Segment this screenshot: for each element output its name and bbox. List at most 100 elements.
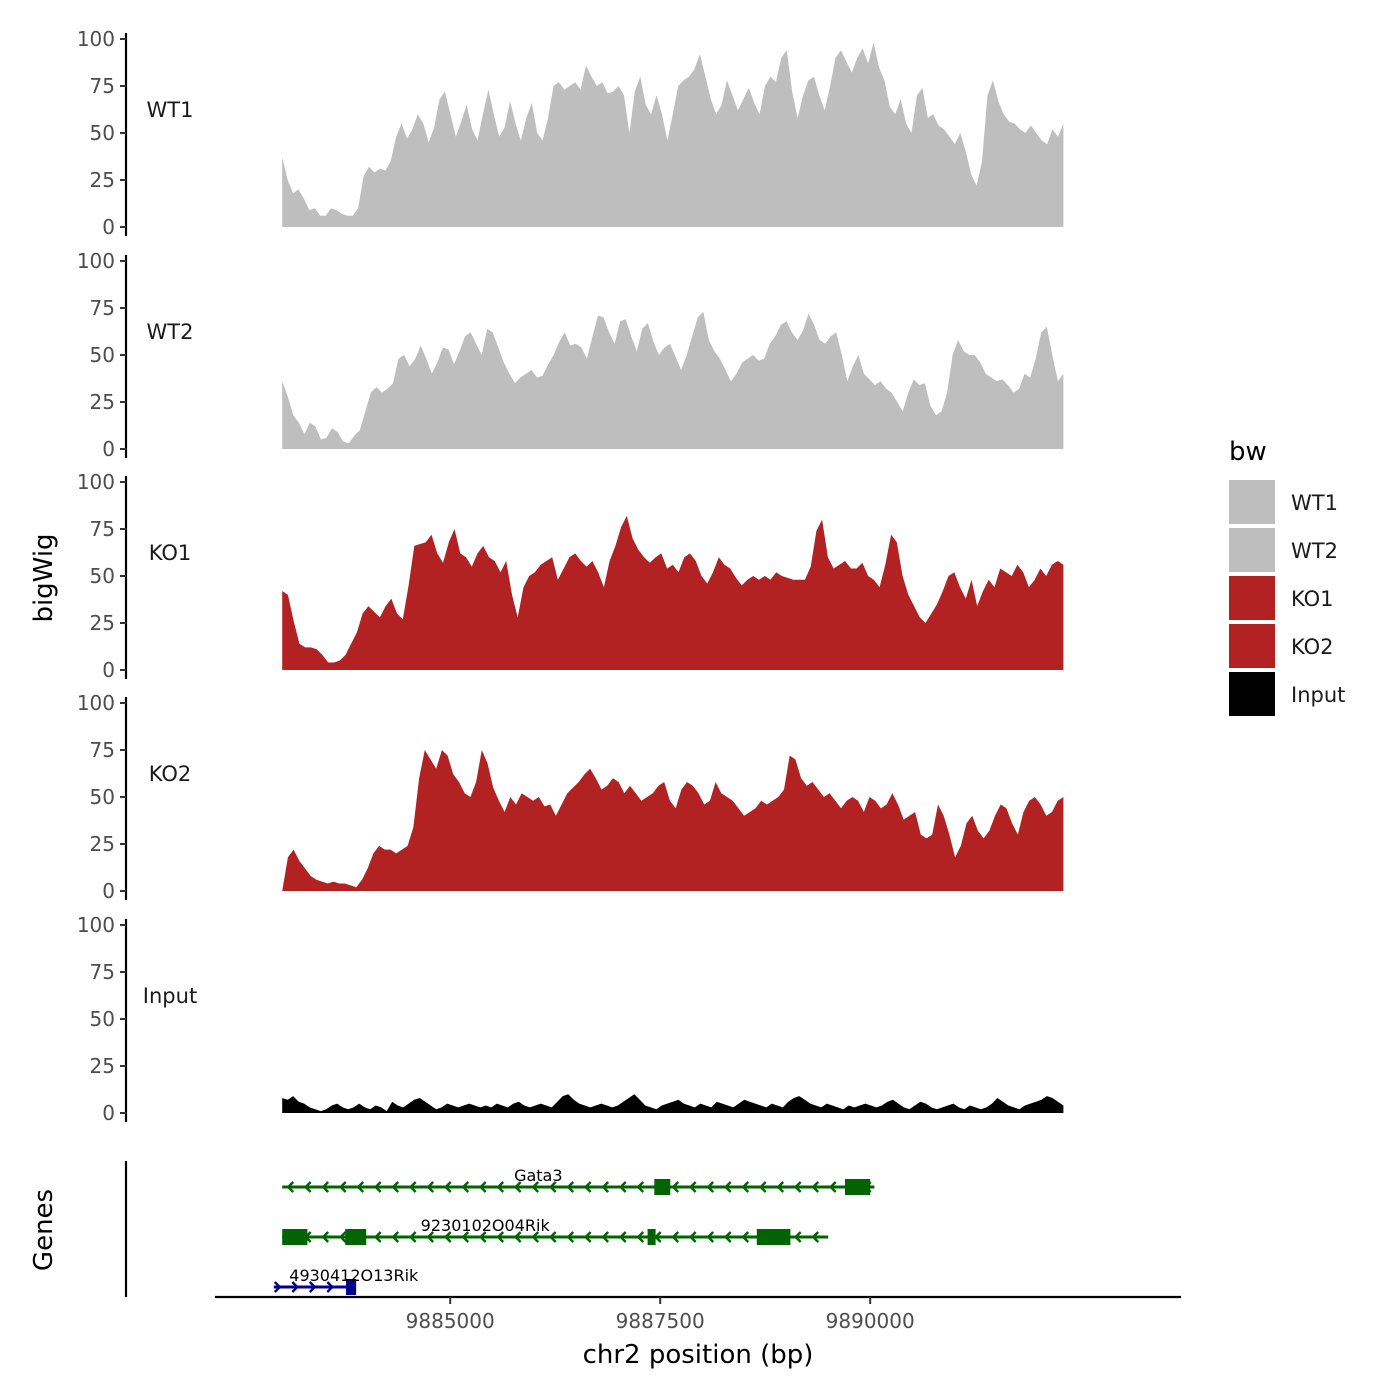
bigwig-tracks: 0255075100WT10255075100WT20255075100KO10… <box>77 27 1064 1125</box>
strand-arrow-icon <box>776 1181 785 1193</box>
legend: bw WT1 WT2 KO1 KO2 Input <box>1229 437 1345 716</box>
strand-arrow-icon <box>514 1181 522 1193</box>
x-tick-label: 9885000 <box>406 1309 495 1333</box>
genes-axis-title: Genes <box>29 1189 59 1271</box>
y-tick-label: 75 <box>90 960 115 984</box>
strand-arrow-icon <box>566 1231 575 1243</box>
strand-arrow-icon <box>444 1231 452 1243</box>
exon <box>346 1279 357 1295</box>
track-ko2: 0 25 50 75 100 KO2 <box>77 691 1064 903</box>
strand-arrow-icon <box>584 1181 592 1193</box>
y-axis-title: bigWig <box>29 533 59 622</box>
strand-arrow-icon <box>759 1181 767 1193</box>
strand-arrow-icon <box>374 1181 382 1193</box>
gene-label: Gata3 <box>514 1166 562 1185</box>
strand-arrow-icon <box>391 1231 400 1243</box>
strand-arrow-icon <box>724 1231 732 1243</box>
strand-arrow-icon <box>461 1181 470 1193</box>
area-ko2 <box>282 750 1064 891</box>
y-tick-label: 50 <box>90 785 115 809</box>
strand-arrow-icon <box>724 1181 732 1193</box>
track-label: WT1 <box>147 98 194 122</box>
strand-arrow-icon <box>689 1231 697 1243</box>
strand-arrow-icon <box>409 1231 417 1243</box>
strand-arrow-icon <box>426 1231 435 1243</box>
strand-arrow-icon <box>479 1181 487 1193</box>
legend-label-ko1: KO1 <box>1291 587 1334 611</box>
strand-arrow-icon <box>273 1281 282 1293</box>
track-wt1: 0 25 50 75 100 WT1 <box>77 27 1064 239</box>
strand-arrow-icon <box>321 1181 330 1193</box>
y-tick-label: 50 <box>90 1007 115 1031</box>
strand-arrow-icon <box>566 1181 575 1193</box>
legend-swatch-wt1 <box>1229 480 1275 524</box>
gene-9230102o04rik: 9230102O04Rik <box>282 1216 829 1245</box>
strand-arrow-icon <box>531 1231 540 1243</box>
y-tick-label: 100 <box>77 27 115 51</box>
gene-label: 9230102O04Rik <box>421 1216 551 1235</box>
strand-arrow-icon <box>811 1181 820 1193</box>
exon <box>654 1179 671 1195</box>
strand-arrow-icon <box>601 1231 610 1243</box>
y-tick-label: 25 <box>90 168 115 192</box>
y-tick-label: 25 <box>90 390 115 414</box>
area-input <box>282 1094 1064 1113</box>
legend-label-wt2: WT2 <box>1291 539 1338 563</box>
strand-arrow-icon <box>326 1281 334 1293</box>
strand-arrow-icon <box>444 1181 452 1193</box>
legend-swatch-ko1 <box>1229 576 1275 620</box>
x-axis: 9885000 9887500 9890000 <box>215 1295 1181 1333</box>
track-label: WT2 <box>147 320 194 344</box>
track-input: 0 25 50 75 100 Input <box>77 913 1064 1125</box>
strand-arrow-icon <box>706 1181 715 1193</box>
strand-arrow-icon <box>426 1181 435 1193</box>
exon <box>345 1229 367 1245</box>
exon <box>845 1179 871 1195</box>
strand-arrow-icon <box>811 1231 820 1243</box>
y-tick-label: 25 <box>90 832 115 856</box>
area-wt2 <box>282 311 1064 449</box>
exon <box>756 1229 791 1245</box>
strand-arrow-icon <box>496 1181 505 1193</box>
y-tick-label: 0 <box>102 437 115 461</box>
y-tick-label: 50 <box>90 121 115 145</box>
legend-label-wt1: WT1 <box>1291 491 1338 515</box>
track-label: Input <box>143 984 197 1008</box>
strand-arrow-icon <box>531 1181 540 1193</box>
gene-4930412o13rik: 4930412O13Rik <box>273 1266 419 1295</box>
strand-arrow-icon <box>584 1231 592 1243</box>
y-tick-label: 25 <box>90 611 115 635</box>
strand-arrow-icon <box>409 1181 417 1193</box>
strand-arrow-icon <box>671 1181 680 1193</box>
legend-swatch-input <box>1229 672 1275 716</box>
legend-swatch-wt2 <box>1229 528 1275 572</box>
strand-arrow-icon <box>829 1181 837 1193</box>
strand-arrow-icon <box>636 1231 645 1243</box>
y-tick-label: 75 <box>90 296 115 320</box>
gene-gata3: Gata3 <box>282 1166 875 1195</box>
strand-arrow-icon <box>619 1181 627 1193</box>
y-tick-label: 75 <box>90 74 115 98</box>
strand-arrow-icon <box>291 1281 299 1293</box>
strand-arrow-icon <box>308 1281 317 1293</box>
y-tick-label: 50 <box>90 564 115 588</box>
y-tick-label: 75 <box>90 738 115 762</box>
area-ko1 <box>282 515 1064 670</box>
strand-arrow-icon <box>461 1231 470 1243</box>
y-tick-label: 25 <box>90 1054 115 1078</box>
strand-arrow-icon <box>689 1181 697 1193</box>
strand-arrow-icon <box>286 1181 295 1193</box>
strand-arrow-icon <box>479 1231 487 1243</box>
exon <box>282 1229 308 1245</box>
strand-arrow-icon <box>671 1231 680 1243</box>
strand-arrow-icon <box>654 1231 662 1243</box>
y-tick-label: 0 <box>102 879 115 903</box>
gene-track: Gata3 9230102O04Rik 4930412O13Rik <box>124 1161 875 1297</box>
x-tick-label: 9887500 <box>616 1309 705 1333</box>
x-axis-title: chr2 position (bp) <box>583 1340 814 1370</box>
y-tick-label: 100 <box>77 691 115 715</box>
y-tick-label: 0 <box>102 215 115 239</box>
y-tick-label: 100 <box>77 913 115 937</box>
strand-arrow-icon <box>619 1231 627 1243</box>
